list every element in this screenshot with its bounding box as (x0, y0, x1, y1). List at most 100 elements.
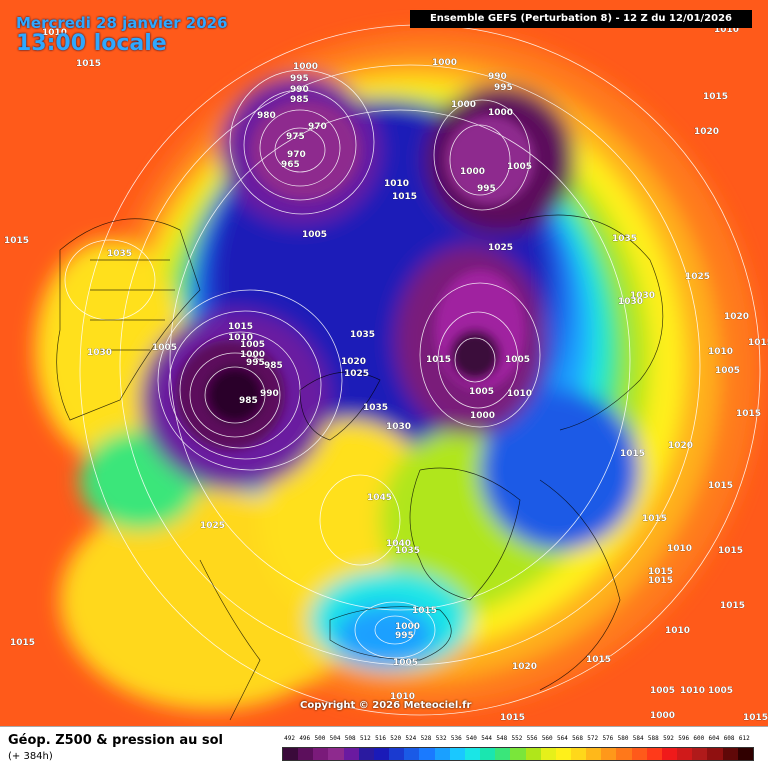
scale-tick-label: 500 (314, 735, 326, 742)
scale-tick-label: 584 (632, 735, 644, 742)
isobar-label: 1035 (350, 330, 375, 340)
isobar-label: 1030 (87, 348, 112, 358)
scale-swatch (510, 748, 526, 760)
isobar-label: 995 (395, 631, 414, 641)
isobar-label: 1015 (392, 192, 417, 202)
isobar-label: 1015 (703, 92, 728, 102)
isobar-label: 985 (264, 361, 283, 371)
scale-tick-label: 560 (541, 735, 553, 742)
scale-swatch (707, 748, 723, 760)
legend-title: Géop. Z500 & pression au sol (8, 733, 223, 748)
scale-tick-label: 496 (299, 735, 311, 742)
isobar-label: 1000 (432, 58, 457, 68)
isobar-label: 1010 (42, 28, 67, 38)
scale-swatch (298, 748, 314, 760)
scale-swatch (631, 748, 647, 760)
scale-tick-label: 576 (602, 735, 614, 742)
isobar-label: 1000 (451, 100, 476, 110)
scale-swatch (343, 748, 359, 760)
scale-swatch (434, 748, 450, 760)
isobar-label: 1010 (384, 179, 409, 189)
isobar-label: 995 (246, 358, 265, 368)
scale-tick-label: 524 (405, 735, 417, 742)
scale-tick-label: 564 (556, 735, 568, 742)
scale-swatch (646, 748, 662, 760)
isobar-label: 1030 (386, 422, 411, 432)
isobar-label: 1015 (720, 601, 745, 611)
isobar-label: 1015 (648, 576, 673, 586)
scale-tick-label: 592 (663, 735, 674, 742)
isobar-label: 980 (257, 111, 276, 121)
scale-swatch (570, 748, 587, 760)
isobar-label: 995 (477, 184, 496, 194)
scale-swatch (328, 748, 344, 760)
scale-swatch (586, 748, 602, 760)
scale-swatch (692, 748, 708, 760)
scale-swatch (389, 748, 405, 760)
isobar-label: 1010 (680, 686, 705, 696)
isobar-label: 990 (260, 389, 279, 399)
isobar-label: 1015 (620, 449, 645, 459)
isobar-label: 1015 (412, 606, 437, 616)
isobar-label: 1010 (390, 692, 415, 702)
scale-swatch (449, 748, 465, 760)
isobar-label: 985 (239, 396, 258, 406)
scale-tick-label: 596 (678, 735, 690, 742)
isobar-label: 1000 (460, 167, 485, 177)
scale-tick-label: 512 (359, 735, 371, 742)
isobar-label: 1015 (736, 409, 761, 419)
scale-swatch (722, 748, 738, 760)
isobar-label: 1030 (630, 291, 655, 301)
scale-swatch (419, 748, 435, 760)
isobar-label: 1005 (507, 162, 532, 172)
isobar-label: 1025 (685, 272, 710, 282)
isobar-label: 995 (494, 83, 513, 93)
scale-swatch (373, 748, 390, 760)
scale-tick-label: 536 (450, 735, 462, 742)
isobar-label: 1000 (650, 711, 675, 721)
isobar-label: 1005 (302, 230, 327, 240)
map-legend: Géop. Z500 & pression au sol (+ 384h) 49… (0, 726, 768, 768)
isobar-label: 1010 (708, 347, 733, 357)
color-scale-bar (282, 747, 754, 761)
isobar-label: 1020 (341, 357, 366, 367)
scale-tick-label: 556 (526, 735, 538, 742)
scale-swatch (616, 748, 632, 760)
scale-swatch (283, 748, 299, 760)
isobar-label: 1000 (293, 62, 318, 72)
isobar-label: 965 (281, 160, 300, 170)
copyright-notice: Copyright © 2026 Meteociel.fr (300, 700, 472, 711)
isobar-label: 970 (287, 150, 306, 160)
isobar-label: 1000 (240, 350, 265, 360)
coastlines (56, 214, 664, 721)
isobar-label: 1010 (714, 25, 739, 35)
scale-tick-label: 540 (466, 735, 477, 742)
isobar-label: 1015 (642, 514, 667, 524)
scale-tick-label: 520 (390, 735, 402, 742)
isobar-label: 1015 (426, 355, 451, 365)
isobar-label: 1025 (488, 243, 513, 253)
isobar-label: 1020 (724, 312, 749, 322)
isobar-label: 1015 (4, 236, 29, 246)
scale-tick-label: 572 (587, 735, 599, 742)
isobar-label: 1045 (367, 493, 392, 503)
isobar-label: 1020 (668, 441, 693, 451)
isobar-label: 1015 (500, 713, 525, 723)
isobar-label: 1015 (76, 59, 101, 69)
scale-swatch (404, 748, 420, 760)
model-run-info: Ensemble GEFS (Perturbation 8) - 12 Z du… (410, 10, 752, 28)
isobar-label: 1015 (10, 638, 35, 648)
isobar-label: 1015 (586, 655, 611, 665)
scale-tick-label: 548 (496, 735, 508, 742)
scale-tick-label: 600 (693, 735, 705, 742)
isobar-label: 1005 (469, 387, 494, 397)
scale-swatch (358, 748, 374, 760)
isobar-label: 1010 (667, 544, 692, 554)
isobar-label: 1015 (708, 481, 733, 491)
forecast-time: 13:00 locale (16, 31, 167, 56)
isobar-label: 1005 (708, 686, 733, 696)
isobar-label: 1010 (228, 333, 253, 343)
isobar-label: 1005 (152, 343, 177, 353)
isobar-label: 1010 (665, 626, 690, 636)
